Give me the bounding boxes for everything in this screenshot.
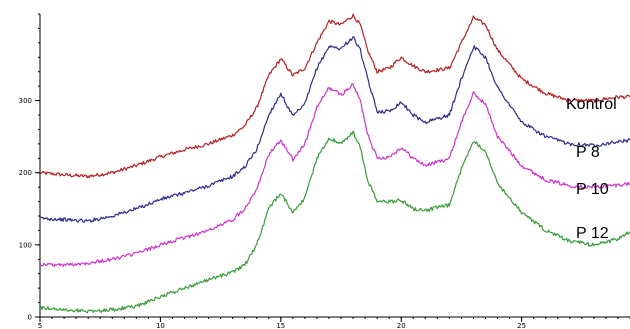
chart-axes [39,14,630,318]
series-line-kontrol [39,13,630,179]
x-tick-label: 5 [38,322,42,329]
series-lines [39,13,630,314]
series-line-p-12 [39,130,630,314]
series-line-p-10 [39,83,630,267]
x-tick-label: 20 [397,322,406,329]
major-ticks [35,100,523,322]
x-tick-label: 10 [156,322,165,329]
series-labels: Kontrol P 8 P 10 P 12 [566,96,617,242]
series-label-p-12: P 12 [576,225,609,242]
y-tick-label: 300 [19,97,32,105]
tick-labels: 5 10 15 20 25 0 100 200 300 [19,97,526,329]
series-line-p-8 [39,35,630,223]
series-label-p-10: P 10 [576,181,609,198]
minor-ticks [38,13,630,319]
y-tick-label: 0 [28,314,32,322]
x-tick-label: 25 [517,322,526,329]
y-tick-label: 200 [19,169,32,177]
series-label-p-8: P 8 [576,144,600,161]
y-tick-label: 100 [19,241,32,249]
series-label-kontrol: Kontrol [566,96,617,113]
x-tick-label: 15 [276,322,285,329]
